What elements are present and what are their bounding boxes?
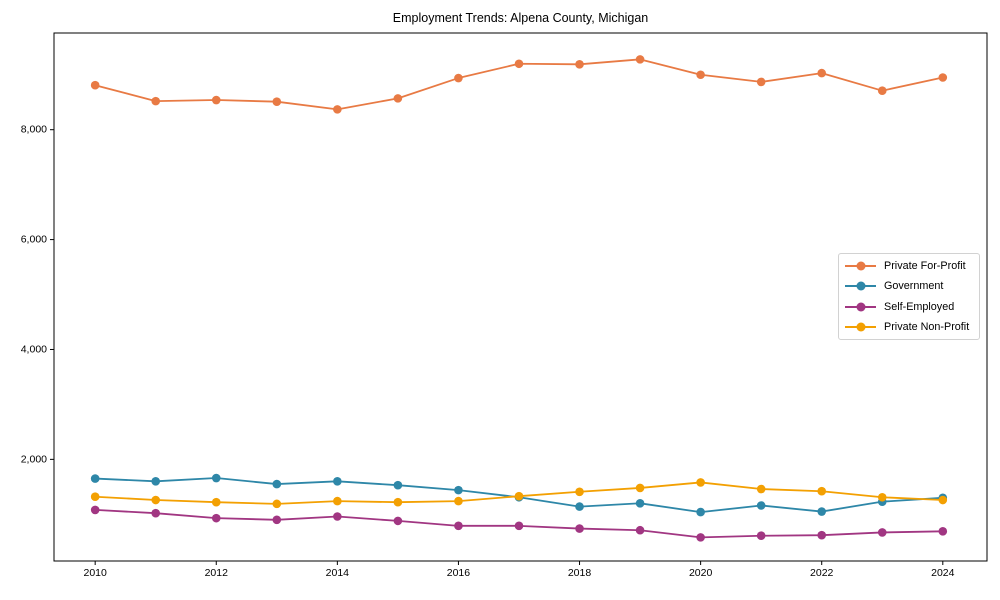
legend-item-private-non-profit: Private Non-Profit bbox=[845, 317, 973, 337]
data-point-self-employed-2021 bbox=[756, 531, 766, 541]
chart-title: Employment Trends: Alpena County, Michig… bbox=[392, 11, 649, 25]
data-point-private-non-profit-2017 bbox=[514, 491, 524, 501]
data-point-private-non-profit-2019 bbox=[635, 483, 645, 493]
data-point-government-2022 bbox=[817, 507, 827, 516]
data-point-private-non-profit-2021 bbox=[756, 484, 766, 494]
data-point-self-employed-2015 bbox=[393, 516, 403, 526]
x-tick-label: 2012 bbox=[205, 567, 229, 579]
data-point-private-non-profit-2023 bbox=[877, 492, 887, 502]
legend-line-marker-icon bbox=[845, 302, 876, 312]
data-point-private-for-profit-2018 bbox=[575, 60, 584, 69]
data-point-self-employed-2018 bbox=[575, 524, 584, 533]
data-point-private-for-profit-2014 bbox=[333, 105, 342, 114]
data-point-government-2011 bbox=[151, 477, 161, 486]
data-point-private-for-profit-2024 bbox=[938, 73, 948, 82]
data-point-private-for-profit-2013 bbox=[272, 97, 282, 106]
legend-label: Government bbox=[884, 280, 944, 293]
axes-frame bbox=[53, 32, 988, 562]
data-point-private-for-profit-2016 bbox=[454, 73, 463, 83]
data-point-self-employed-2012 bbox=[211, 513, 221, 523]
data-point-self-employed-2013 bbox=[272, 515, 282, 525]
data-point-private-non-profit-2024 bbox=[938, 495, 948, 505]
data-point-self-employed-2024 bbox=[938, 527, 948, 536]
x-tick-label: 2010 bbox=[83, 567, 107, 579]
data-point-private-non-profit-2014 bbox=[333, 496, 342, 506]
data-point-government-2019 bbox=[635, 499, 645, 508]
legend-item-private-for-profit: Private For-Profit bbox=[845, 256, 973, 276]
x-tick-label: 2022 bbox=[810, 567, 834, 579]
legend: Private For-Profit Government Self-Emplo… bbox=[838, 253, 980, 340]
data-point-private-non-profit-2018 bbox=[575, 487, 584, 497]
legend-line-marker-icon bbox=[845, 281, 876, 291]
y-tick-label: 4,000 bbox=[21, 343, 47, 355]
x-tick-label: 2024 bbox=[931, 567, 955, 579]
data-point-private-non-profit-2015 bbox=[393, 497, 403, 507]
data-point-government-2016 bbox=[454, 485, 463, 495]
data-point-private-for-profit-2012 bbox=[211, 95, 221, 105]
data-point-private-for-profit-2015 bbox=[393, 94, 403, 103]
legend-line-marker-icon bbox=[845, 322, 876, 332]
data-point-self-employed-2020 bbox=[696, 533, 705, 542]
x-tick-label: 2016 bbox=[447, 567, 471, 579]
data-point-private-non-profit-2012 bbox=[211, 497, 221, 507]
y-tick-label: 2,000 bbox=[21, 453, 47, 465]
legend-label: Private For-Profit bbox=[884, 260, 966, 273]
data-point-government-2021 bbox=[756, 501, 766, 510]
data-point-government-2020 bbox=[696, 507, 705, 517]
data-point-private-for-profit-2010 bbox=[90, 80, 100, 90]
data-point-self-employed-2016 bbox=[454, 521, 463, 531]
x-tick-label: 2020 bbox=[689, 567, 713, 579]
legend-item-self-employed: Self-Employed bbox=[845, 297, 973, 317]
legend-line-marker-icon bbox=[845, 261, 876, 271]
data-point-government-2014 bbox=[333, 477, 342, 486]
data-point-private-non-profit-2020 bbox=[696, 478, 705, 487]
legend-label: Self-Employed bbox=[884, 300, 955, 313]
data-point-government-2012 bbox=[211, 473, 221, 483]
data-point-private-non-profit-2011 bbox=[151, 495, 161, 505]
data-point-self-employed-2019 bbox=[635, 525, 645, 535]
data-point-government-2010 bbox=[90, 474, 100, 483]
data-point-private-non-profit-2010 bbox=[90, 492, 100, 502]
data-point-private-for-profit-2022 bbox=[817, 68, 827, 78]
data-point-self-employed-2014 bbox=[333, 512, 342, 521]
data-point-government-2015 bbox=[393, 480, 403, 490]
data-point-private-non-profit-2016 bbox=[454, 496, 463, 506]
data-point-private-for-profit-2017 bbox=[514, 59, 524, 69]
data-point-self-employed-2011 bbox=[151, 508, 161, 518]
data-point-private-for-profit-2020 bbox=[696, 70, 705, 80]
data-point-government-2013 bbox=[272, 479, 282, 489]
data-point-private-for-profit-2023 bbox=[877, 86, 887, 95]
data-point-government-2018 bbox=[575, 502, 584, 511]
data-point-private-non-profit-2022 bbox=[817, 486, 827, 496]
x-tick-label: 2018 bbox=[568, 567, 592, 579]
data-point-self-employed-2010 bbox=[90, 505, 100, 515]
data-point-self-employed-2017 bbox=[514, 521, 524, 531]
data-point-self-employed-2022 bbox=[817, 530, 827, 540]
x-tick-label: 2014 bbox=[326, 567, 350, 579]
data-point-private-non-profit-2013 bbox=[272, 499, 282, 509]
data-point-private-for-profit-2019 bbox=[635, 55, 645, 64]
y-tick-label: 6,000 bbox=[21, 234, 47, 246]
y-tick-label: 8,000 bbox=[21, 124, 47, 136]
legend-label: Private Non-Profit bbox=[884, 320, 970, 333]
data-point-self-employed-2023 bbox=[877, 528, 887, 537]
data-point-private-for-profit-2021 bbox=[756, 77, 766, 87]
data-point-private-for-profit-2011 bbox=[151, 96, 161, 106]
legend-item-government: Government bbox=[845, 276, 973, 296]
